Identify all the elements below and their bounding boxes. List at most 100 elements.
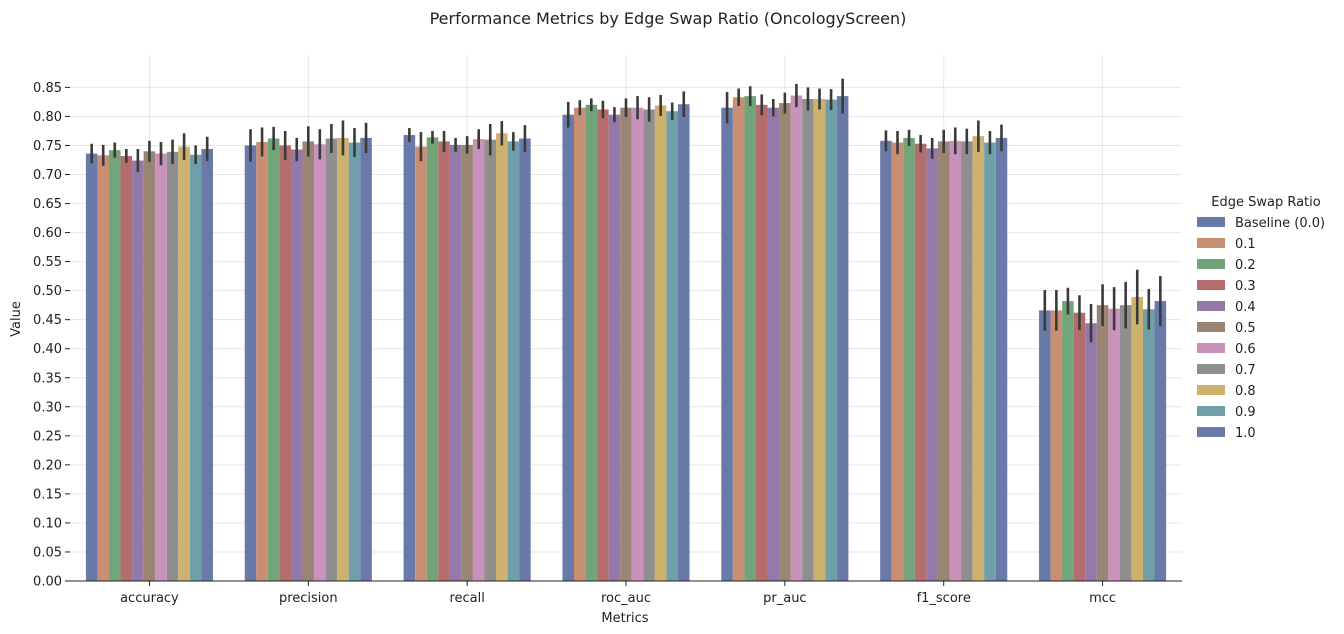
x-tick-label: mcc: [1089, 591, 1116, 606]
bar: [836, 96, 849, 581]
bar: [496, 133, 508, 582]
legend-swatch: [1197, 301, 1225, 311]
bar: [666, 111, 678, 582]
bar: [484, 139, 497, 582]
legend-label: 0.8: [1235, 384, 1256, 399]
bar: [903, 137, 915, 581]
legend: Edge Swap Ratio Baseline (0.0) 0.1 0.2 0.3 0…: [1197, 195, 1325, 441]
bar: [914, 143, 927, 582]
bar: [279, 145, 291, 581]
legend-label: 0.4: [1235, 300, 1256, 315]
bar: [325, 138, 338, 581]
bar: [937, 141, 950, 581]
bar: [166, 151, 179, 582]
bar: [302, 141, 315, 581]
y-tick-label: 0.65: [33, 197, 62, 212]
y-tick-label: 0.60: [33, 226, 62, 241]
legend-swatch: [1197, 217, 1225, 227]
bar: [337, 137, 349, 581]
bar: [438, 141, 450, 581]
bar: [802, 99, 814, 582]
axes: 0.00 0.05 0.10 0.15 0.20 0.25 0.30 0.35 0.40 0.45…: [33, 81, 1182, 606]
bar: [732, 97, 745, 581]
legend-label: 1.0: [1235, 426, 1256, 441]
bar: [143, 151, 156, 581]
bar: [1143, 309, 1155, 581]
bar: [290, 149, 303, 581]
legend-label: 0.1: [1235, 237, 1256, 252]
bar: [643, 109, 655, 581]
bar: [891, 142, 904, 581]
bar: [449, 144, 462, 581]
bar: [1119, 305, 1132, 581]
x-tick-label: pr_auc: [763, 591, 806, 606]
y-axis-label: Value: [9, 301, 24, 337]
y-tick-label: 0.40: [33, 342, 62, 357]
legend-label: Baseline (0.0): [1235, 216, 1325, 231]
legend-label: 0.6: [1235, 342, 1256, 357]
legend-swatch: [1197, 343, 1225, 353]
bar: [415, 146, 427, 581]
bar: [825, 99, 837, 582]
y-tick-label: 0.25: [33, 429, 62, 444]
bar: [426, 137, 439, 581]
y-tick-label: 0.85: [33, 81, 62, 96]
bar: [949, 140, 962, 581]
bar: [97, 155, 109, 581]
bar: [256, 141, 268, 581]
x-tick-label: accuracy: [120, 591, 179, 606]
y-tick-label: 0.80: [33, 110, 62, 125]
y-tick-label: 0.45: [33, 313, 62, 328]
bar: [677, 104, 690, 581]
x-tick-label: recall: [449, 591, 484, 606]
legend-swatch: [1197, 385, 1225, 395]
chart-title: Performance Metrics by Edge Swap Ratio (…: [430, 9, 907, 28]
bar: [1108, 308, 1120, 581]
bar: [267, 138, 280, 581]
bar: [790, 95, 803, 582]
y-tick-label: 0.55: [33, 255, 62, 270]
bar: [132, 160, 144, 581]
bar: [201, 148, 213, 581]
y-tick-label: 0.75: [33, 139, 62, 154]
bar: [744, 96, 756, 581]
bar: [1062, 301, 1074, 581]
bar: [1096, 305, 1109, 581]
legend-label: 0.9: [1235, 405, 1256, 420]
legend-title: Edge Swap Ratio: [1211, 195, 1321, 210]
bar: [1073, 312, 1086, 581]
bar: [360, 137, 372, 581]
legend-swatch: [1197, 259, 1225, 269]
x-tick-label: precision: [279, 591, 338, 606]
bar: [585, 104, 598, 582]
bar: [880, 140, 892, 581]
y-tick-label: 0.10: [33, 516, 62, 531]
bar: [85, 153, 98, 581]
legend-label: 0.2: [1235, 258, 1256, 273]
bars: [85, 95, 1167, 582]
bar: [608, 114, 621, 581]
bar: [403, 135, 416, 581]
legend-swatch: [1197, 238, 1225, 248]
legend-label: 0.5: [1235, 321, 1256, 336]
bar: [1039, 310, 1051, 581]
legend-swatch: [1197, 364, 1225, 374]
bar: [348, 142, 361, 581]
y-tick-label: 0.50: [33, 284, 62, 299]
bar: [178, 146, 190, 581]
bar: [562, 114, 575, 581]
legend-swatch: [1197, 406, 1225, 416]
bar: [1085, 323, 1097, 581]
bar: [631, 107, 644, 582]
y-tick-label: 0.00: [33, 575, 62, 590]
bar: [984, 142, 996, 581]
bar: [189, 154, 202, 581]
bar: [755, 104, 768, 582]
y-tick-label: 0.30: [33, 400, 62, 415]
bar: [1050, 310, 1063, 581]
x-axis-label: Metrics: [601, 611, 648, 626]
bar: [519, 138, 531, 581]
y-tick-label: 0.05: [33, 545, 62, 560]
bar: [597, 109, 609, 581]
